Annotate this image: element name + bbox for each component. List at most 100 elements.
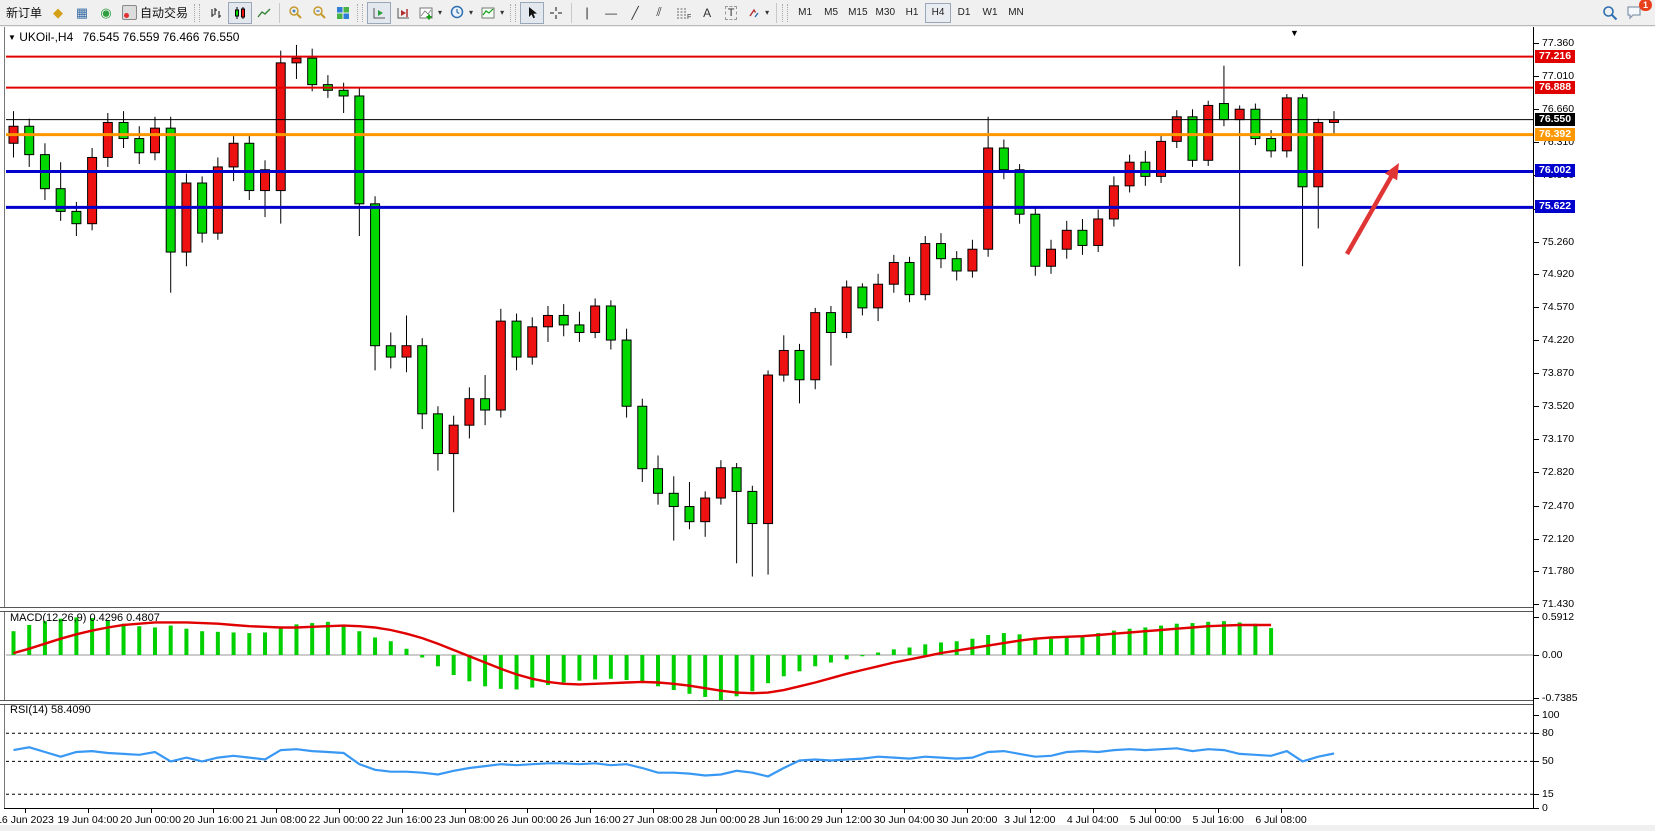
time-axis-tick	[653, 809, 654, 813]
macd-histogram-bar	[781, 655, 786, 677]
price-tick-label-tick	[1534, 142, 1539, 144]
macd-histogram-bar	[750, 655, 755, 692]
fibonacci-button[interactable]: F	[671, 2, 695, 24]
timeframe-M15[interactable]: M15	[844, 3, 871, 23]
macd-histogram-bar	[1127, 628, 1132, 655]
macd-histogram-bar	[813, 655, 818, 667]
new-order-button[interactable]: 新订单	[2, 2, 46, 24]
navigator-button[interactable]: ◉	[94, 2, 118, 24]
time-axis-tick	[841, 809, 843, 813]
periods-button[interactable]: ▾	[446, 2, 477, 24]
indicators-button[interactable]: ▾	[415, 2, 446, 24]
notifications-button[interactable]: 1	[1622, 0, 1652, 24]
crosshair-button[interactable]	[544, 2, 568, 24]
candle-down	[794, 343, 805, 404]
candle-down	[24, 118, 35, 167]
text-label-button[interactable]: T	[719, 2, 743, 24]
trendline-button[interactable]: ╱	[623, 2, 647, 24]
time-axis-label: 6 Jul 08:00	[1255, 814, 1307, 826]
price-tick-label: 73.170	[1542, 433, 1575, 446]
toolbar-drag-handle[interactable]	[510, 3, 517, 22]
main-price-chart[interactable]	[6, 42, 1533, 608]
macd-histogram-bar	[483, 655, 488, 687]
time-axis-border	[4, 808, 1534, 809]
macd-histogram-bar	[498, 655, 503, 689]
macd-indicator-panel[interactable]	[6, 611, 1533, 700]
candle-up	[228, 133, 239, 182]
market-watch-button[interactable]: ▦	[70, 2, 94, 24]
macd-histogram-bar	[74, 617, 79, 655]
timeframe-H4[interactable]: H4	[925, 2, 951, 23]
macd-histogram-bar	[703, 655, 708, 697]
timeframe-M30[interactable]: M30	[872, 3, 899, 23]
auto-scroll-button[interactable]	[367, 1, 392, 24]
timeframe-D1[interactable]: D1	[951, 3, 977, 23]
timeframe-M5[interactable]: M5	[818, 3, 844, 23]
toolbar-drag-handle[interactable]	[194, 3, 201, 22]
timeframe-M1[interactable]: M1	[792, 3, 818, 23]
candle-down	[370, 196, 381, 371]
candle-down	[134, 126, 145, 165]
panel-separator-macd[interactable]	[0, 607, 1534, 612]
candle-up	[102, 113, 113, 167]
equidistant-channel-button[interactable]: ⫽	[647, 2, 671, 24]
macd-histogram-bar	[907, 647, 912, 655]
zoom-in-button[interactable]	[283, 2, 307, 24]
rsi-indicator-panel[interactable]	[6, 703, 1533, 808]
arrows-icon	[749, 8, 759, 17]
time-axis-label: 4 Jul 04:00	[1066, 814, 1119, 826]
price-tick-label: 73.870	[1542, 367, 1575, 380]
macd-histogram-bar	[11, 631, 16, 655]
auto-trading-button[interactable]: 自动交易	[118, 2, 192, 24]
toolbar-drag-handle[interactable]	[357, 3, 364, 22]
zoom-out-button[interactable]	[307, 2, 331, 24]
candle-up	[448, 415, 459, 513]
bar-chart-button[interactable]	[204, 2, 228, 24]
vertical-line-button[interactable]: |	[575, 2, 599, 24]
candlestick-button[interactable]	[228, 1, 253, 24]
line-chart-button[interactable]	[252, 2, 276, 24]
chart-title: ▼ UKOil-,H4 76.545 76.559 76.466 76.550	[8, 30, 239, 44]
candle-down	[385, 332, 396, 369]
candle-down	[432, 406, 443, 471]
timeframe-MN[interactable]: MN	[1003, 3, 1029, 23]
auto-trading-label: 自动交易	[140, 6, 189, 20]
notification-badge: 1	[1638, 0, 1652, 11]
macd-signal-line	[13, 621, 1272, 695]
macd-histogram-bar	[58, 618, 63, 655]
panel-separator-rsi[interactable]	[0, 700, 1534, 705]
macd-label: MACD(12,26,9) 0.4296 0.4807	[10, 612, 160, 624]
toolbar-drag-handle[interactable]	[782, 3, 789, 22]
price-axis[interactable]: 77.36077.01076.66076.31075.96075.61075.2…	[1534, 27, 1655, 825]
arrow-annotation[interactable]	[1345, 168, 1397, 256]
macd-histogram-bar	[545, 655, 550, 686]
tile-windows-button[interactable]	[331, 2, 355, 24]
candle-up	[275, 50, 286, 224]
candle-up	[1061, 220, 1072, 259]
price-tick-label-tick	[1534, 603, 1539, 605]
profiles-button[interactable]: ◆	[46, 2, 70, 24]
arrows-button[interactable]: ▾	[743, 2, 773, 24]
price-tick-label-tick	[1534, 273, 1539, 275]
templates-button[interactable]: ▾	[477, 2, 508, 24]
chart-shift-marker-icon[interactable]: ▼	[1290, 28, 1299, 38]
time-axis-label: 22 Jun 16:00	[371, 814, 433, 826]
timeframe-W1[interactable]: W1	[977, 3, 1003, 23]
candle-up	[873, 273, 884, 322]
search-button[interactable]	[1598, 2, 1622, 24]
time-axis[interactable]: 16 Jun 2023 19 Jun 04:00 20 Jun 00:00 20 Ju…	[0, 809, 1534, 826]
cursor-button[interactable]	[520, 1, 545, 24]
cursor-icon	[528, 6, 537, 18]
candle-down	[653, 455, 664, 505]
timeframe-H1[interactable]: H1	[899, 3, 925, 23]
price-tick-label: 71.430	[1542, 597, 1575, 610]
rsi-axis-label-tick	[1534, 733, 1539, 735]
text-icon: A	[703, 5, 712, 20]
horizontal-line-button[interactable]: —	[599, 2, 623, 24]
time-axis-label: 28 Jun 00:00	[685, 814, 747, 826]
macd-histogram-bar	[467, 655, 472, 682]
text-button[interactable]: A	[695, 2, 719, 24]
macd-histogram-bar	[577, 655, 582, 681]
time-axis-tick	[1155, 809, 1157, 813]
chart-shift-button[interactable]	[391, 2, 415, 24]
